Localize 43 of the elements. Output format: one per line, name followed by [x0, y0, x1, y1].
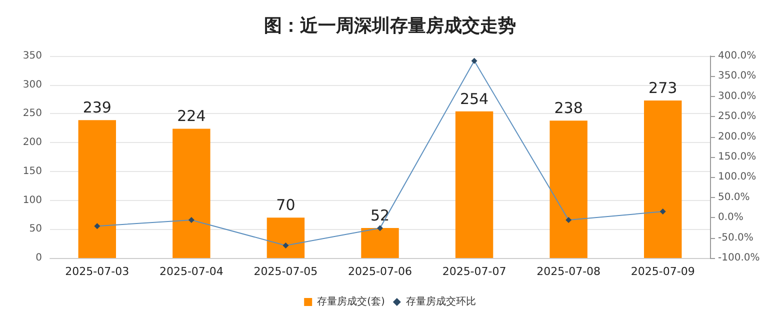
x-tick-label: 2025-07-04: [159, 265, 224, 278]
x-tick-label: 2025-07-05: [254, 265, 318, 278]
y-tick-label: 250: [22, 108, 42, 120]
y-tick-label: 50: [29, 224, 42, 235]
y2-tick-label: 300.0%: [718, 90, 756, 102]
data-label: 273: [648, 78, 678, 97]
data-label: 70: [276, 196, 296, 214]
x-tick-label: 2025-07-09: [630, 265, 695, 278]
y2-tick-label: 350.0%: [718, 70, 756, 82]
y2-tick-label: 400.0%: [718, 50, 756, 62]
y-tick-label: 300: [22, 79, 42, 90]
y-tick-label: 150: [22, 166, 42, 177]
bar: [172, 128, 210, 258]
y2-tick-label: 0.0%: [718, 212, 744, 224]
x-tick-label: 2025-07-08: [536, 265, 601, 278]
y2-tick-label: -100.0%: [718, 252, 760, 264]
data-label: 52: [370, 206, 390, 224]
y-tick-label: 350: [22, 50, 42, 62]
x-tick-label: 2025-07-03: [65, 265, 130, 278]
y2-tick-label: 50.0%: [718, 192, 750, 203]
bar: [644, 100, 682, 258]
y2-tick-label: -50.0%: [718, 232, 754, 244]
legend-label: 存量房成交环比: [406, 296, 476, 308]
bar: [455, 111, 494, 258]
bar: [266, 218, 305, 258]
y2-tick-label: 150.0%: [718, 152, 756, 162]
y-tick-label: 100: [22, 194, 42, 206]
data-label: 238: [554, 99, 583, 118]
x-tick-label: 2025-07-06: [348, 265, 412, 278]
legend-label: 存量房成交(套): [317, 296, 385, 308]
chart-title: 图：近一周深圳存量房成交走势: [264, 16, 516, 36]
y-tick-label: 0: [36, 252, 42, 264]
data-label: 254: [460, 90, 489, 108]
data-label: 224: [177, 107, 206, 126]
y2-tick-label: 200.0%: [718, 131, 756, 142]
bar: [550, 120, 588, 258]
y2-tick-label: 250.0%: [718, 111, 756, 122]
bar: [361, 228, 399, 258]
bar: [78, 120, 116, 258]
data-label: 239: [82, 98, 112, 117]
y2-tick-label: 100.0%: [718, 172, 756, 183]
x-tick-label: 2025-07-07: [442, 265, 506, 278]
y-tick-label: 200: [22, 137, 42, 148]
